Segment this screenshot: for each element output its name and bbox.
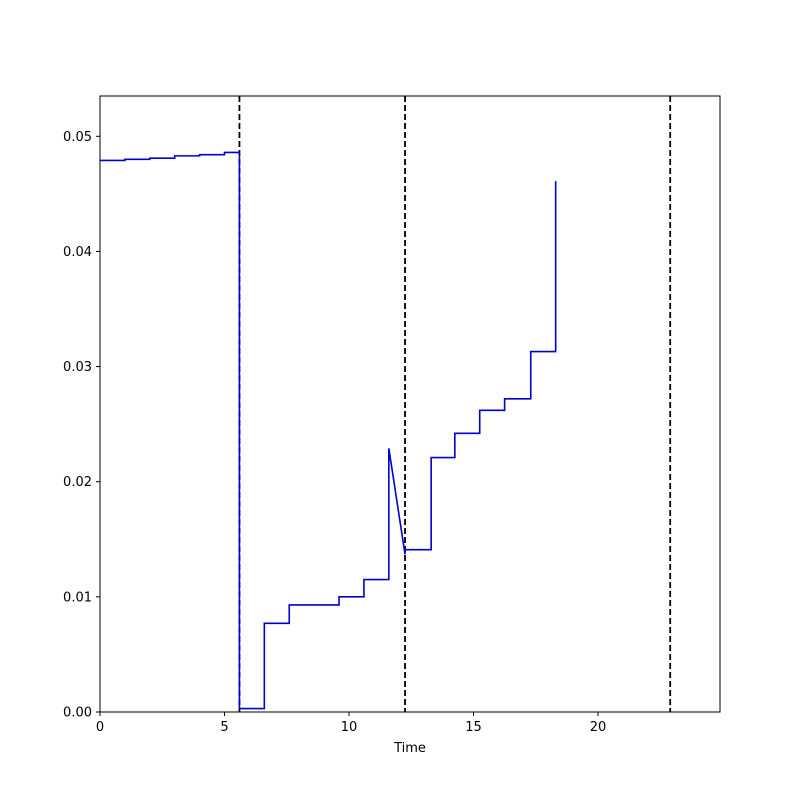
x-tick-label: 10 [341,720,358,735]
plot-frame [99,95,721,713]
y-tick-label: 0.05 [63,130,92,145]
series-group [100,151,557,710]
y-tick-label: 0.00 [63,706,92,721]
x-tick-label: 15 [465,720,482,735]
x-axis-ticks: 0 5 10 15 20 [96,712,606,735]
plot-area [100,96,720,712]
series-line-1 [100,151,557,710]
x-tick-label: 0 [96,720,104,735]
y-tick-label: 0.01 [63,590,92,605]
y-axis-ticks: 0.00 0.01 0.02 0.03 0.04 0.05 [63,130,100,721]
y-tick-label: 0.04 [63,245,92,260]
x-axis-label: Time [393,741,426,756]
y-tick-label: 0.02 [63,475,92,490]
x-tick-label: 20 [590,720,607,735]
x-tick-label: 5 [220,720,228,735]
y-tick-label: 0.03 [63,360,92,375]
